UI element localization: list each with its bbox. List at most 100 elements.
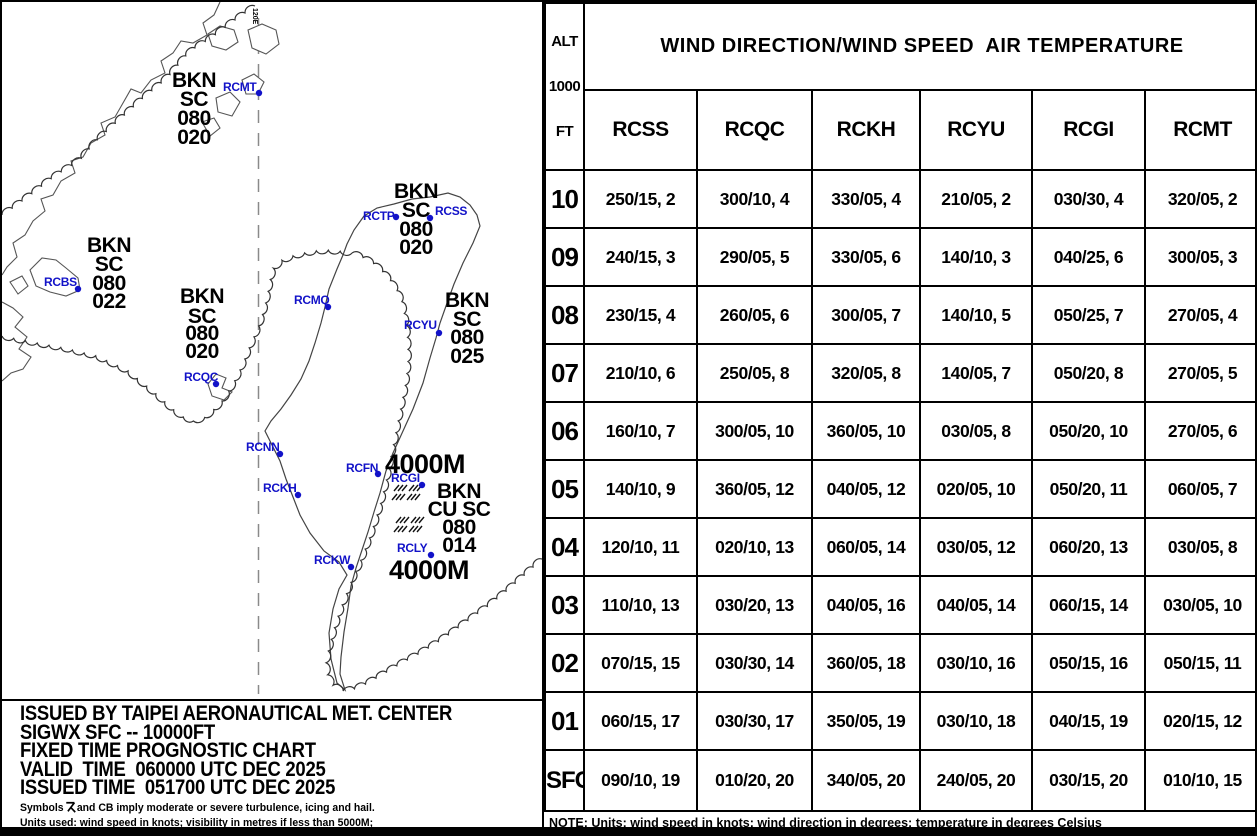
cloud-label: SC: [402, 199, 431, 222]
station-column-header: RCQC: [696, 89, 813, 171]
wind-data-cell: 110/10, 13: [583, 575, 698, 635]
station-dot: [74, 285, 82, 293]
wind-data-cell: 330/05, 4: [811, 169, 921, 229]
altitude-cell: 05: [544, 459, 585, 519]
shower-hatch-mark: [408, 484, 415, 492]
station-dot: [418, 481, 426, 489]
shower-hatch-mark: [418, 516, 425, 524]
altitude-cell: 04: [544, 517, 585, 577]
shower-hatch-mark: [395, 516, 402, 524]
china-coastline: [2, 2, 221, 276]
shower-hatch-mark: [416, 525, 423, 533]
station-dot: [374, 470, 382, 478]
wind-data-cell: 160/10, 7: [583, 401, 698, 461]
wind-data-cell: 300/05, 3: [1143, 227, 1255, 287]
wind-data-cell: 320/05, 8: [811, 343, 921, 403]
station-label: RCYU: [404, 318, 437, 332]
alt-header-line: 1000: [548, 78, 581, 95]
meridian-label: 120E: [251, 8, 258, 25]
sigwx-level-line: SIGWX SFC -- 10000FT: [20, 720, 215, 744]
wind-data-cell: 300/10, 4: [696, 169, 813, 229]
table-row: 04 120/10, 11 020/10, 13 060/05, 14 030/05, …: [544, 517, 1255, 577]
island-outline: [201, 117, 221, 137]
wind-data-cell: 090/10, 19: [583, 749, 698, 812]
station-dot: [435, 329, 443, 337]
wind-data-cell: 140/10, 3: [919, 227, 1033, 287]
wind-data-cell: 330/05, 6: [811, 227, 921, 287]
station-dot: [212, 380, 220, 388]
station-column-header: RCKH: [811, 89, 921, 171]
wind-data-cell: 050/20, 8: [1031, 343, 1146, 403]
symbols-note-line: Symbols and CB imply moderate or severe t…: [20, 801, 516, 817]
altitude-cell: 06: [544, 401, 585, 461]
taiwan-coastline: [264, 192, 481, 692]
station-column-header: RCGI: [1031, 89, 1146, 171]
wind-data-cell: 030/30, 4: [1031, 169, 1146, 229]
wind-table-panel: ALT 1000 FT WIND DIRECTION/WIND SPEED AI…: [542, 2, 1255, 834]
alt-column-header: ALT 1000 FT: [544, 2, 585, 171]
wind-data-cell: 030/10, 18: [919, 691, 1033, 751]
station-label: RCMT: [223, 80, 257, 94]
units-note: NOTE: Units: wind speed in knots; wind d…: [549, 816, 1102, 830]
issuer-line: ISSUED BY TAIPEI AERONAUTICAL MET. CENTE…: [20, 702, 453, 725]
wind-data-cell: 050/15, 11: [1143, 633, 1255, 693]
altitude-cell: 08: [544, 285, 585, 345]
station-dot: [427, 551, 435, 559]
wind-data-cell: 030/05, 8: [1143, 517, 1255, 577]
altitude-cell: 02: [544, 633, 585, 693]
wind-data-cell: 040/05, 16: [811, 575, 921, 635]
wind-data-cell: 240/05, 20: [919, 749, 1033, 812]
alt-header-line: ALT: [551, 33, 578, 50]
cloud-label: SC: [95, 253, 124, 276]
wind-table: ALT 1000 FT WIND DIRECTION/WIND SPEED AI…: [544, 2, 1255, 812]
station-label: RCGI: [391, 471, 420, 485]
station-label: RCKH: [263, 481, 296, 495]
cloud-label: 080: [442, 516, 476, 539]
shower-hatch-mark: [401, 525, 408, 533]
cloud-label: BKN: [87, 234, 131, 257]
wind-data-cell: 020/05, 10: [919, 459, 1033, 519]
wind-data-cell: 050/25, 7: [1031, 285, 1146, 345]
wind-data-cell: 240/15, 3: [583, 227, 698, 287]
wind-data-cell: 070/15, 15: [583, 633, 698, 693]
cloud-label: 022: [92, 290, 126, 313]
table-row: 08 230/15, 4 260/05, 6 300/05, 7 140/10, 5 05…: [544, 285, 1255, 345]
shower-hatch-mark: [391, 493, 398, 501]
shower-hatch-mark: [395, 493, 402, 501]
wind-data-cell: 270/05, 4: [1143, 285, 1255, 345]
station-dot: [255, 89, 263, 97]
issued-time-line: ISSUED TIME 051700 UTC DEC 2025: [20, 776, 336, 799]
station-label: RCKW: [314, 553, 351, 567]
cloud-label: CU SC: [428, 498, 491, 521]
wind-data-cell: 290/05, 5: [696, 227, 813, 287]
station-dot: [324, 303, 332, 311]
wind-data-cell: 140/05, 7: [919, 343, 1033, 403]
station-label: RCTP: [363, 209, 395, 223]
station-label: RCLY: [397, 541, 428, 555]
shower-hatch-mark: [393, 525, 400, 533]
wind-data-cell: 030/15, 20: [1031, 749, 1146, 812]
wind-data-cell: 340/05, 20: [811, 749, 921, 812]
island-outline: [207, 25, 239, 51]
wind-data-cell: 250/05, 8: [696, 343, 813, 403]
cloud-label: BKN: [437, 480, 481, 503]
station-label: RCFN: [346, 461, 378, 475]
shower-hatch-mark: [410, 516, 417, 524]
shower-hatch-mark: [399, 493, 406, 501]
wind-data-cell: 060/15, 17: [583, 691, 698, 751]
wind-data-cell: 140/10, 9: [583, 459, 698, 519]
station-column-header: RCMT: [1143, 89, 1255, 171]
island-outline: [241, 73, 265, 95]
station-column-header: RCSS: [583, 89, 698, 171]
shower-hatch-mark: [406, 493, 413, 501]
cloud-label: 014: [442, 534, 476, 557]
cloud-label: BKN: [394, 180, 438, 203]
station-dot: [392, 213, 400, 221]
cloud-label: SC: [180, 88, 209, 111]
island-outline: [215, 91, 241, 117]
island-outline: [29, 257, 81, 297]
cloud-label: 080: [399, 218, 433, 241]
station-dot: [426, 214, 434, 222]
